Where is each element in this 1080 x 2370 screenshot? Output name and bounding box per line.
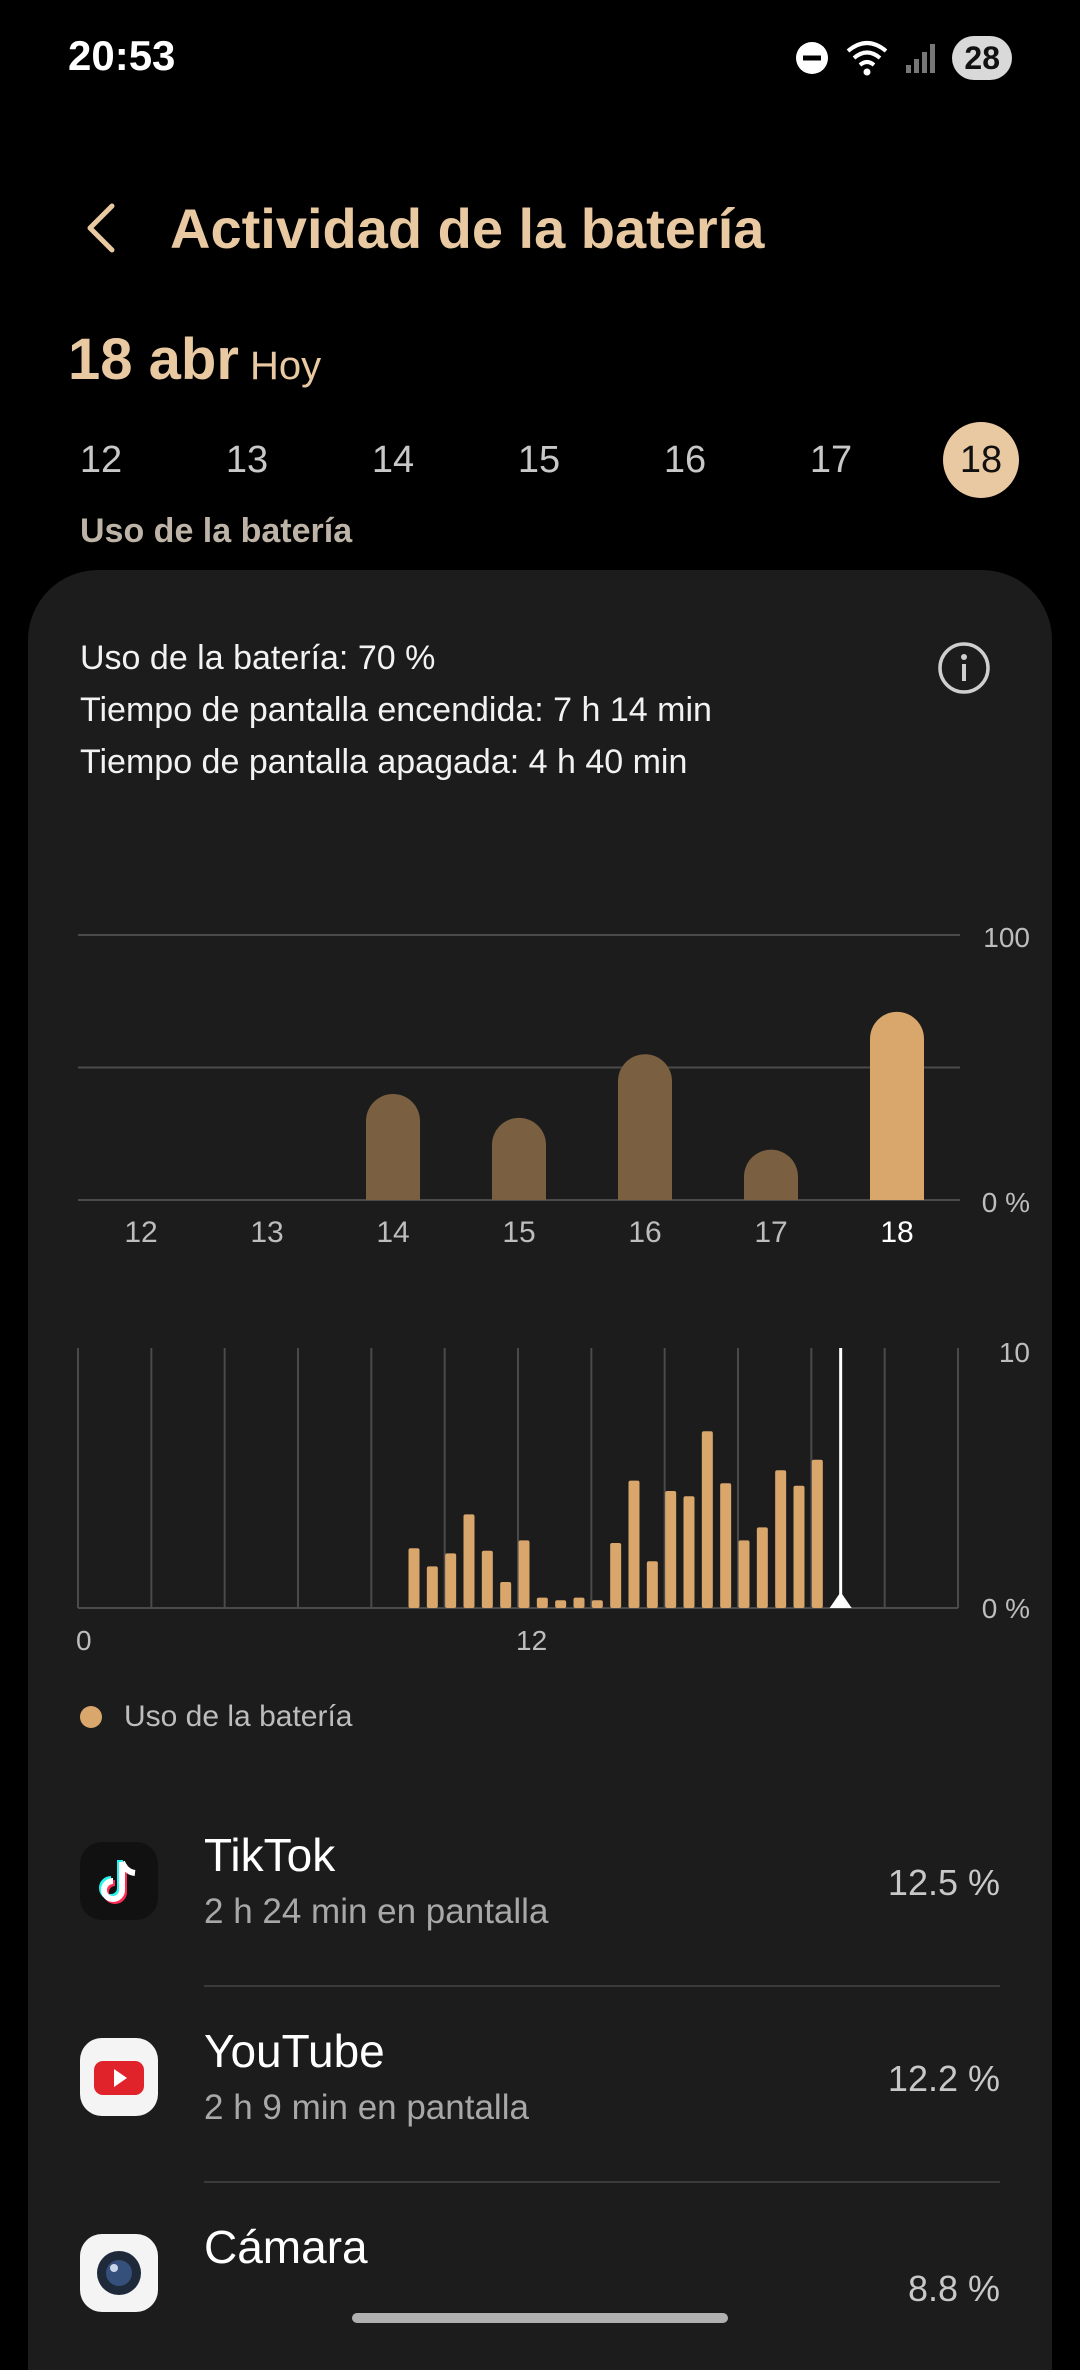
hourly-bar [518,1540,530,1608]
camera-icon [80,2234,158,2312]
y-tick-label: 0 % [982,1187,1030,1218]
y-tick-label: 0 % [982,1593,1030,1624]
hourly-bar [536,1597,548,1608]
legend-label: Uso de la batería [124,1700,353,1733]
status-time: 20:53 [68,32,176,79]
hourly-bar [665,1491,677,1608]
section-label: Uso de la batería [80,512,353,550]
hourly-bar [683,1496,695,1608]
app-screen-time: 2 h 9 min en pantalla [204,2088,529,2127]
day-18[interactable]: 18 [943,422,1019,498]
bar-day-15 [492,1117,546,1200]
hourly-bar [738,1540,750,1608]
hourly-bar [646,1561,658,1608]
date-today-label: Hoy [250,344,322,388]
hourly-bar [591,1600,603,1608]
hourly-bar [610,1543,622,1608]
home-indicator[interactable] [352,2313,728,2323]
hourly-bar [555,1600,567,1608]
day-17[interactable]: 17 [809,439,853,481]
x-tick-label: 18 [880,1216,913,1249]
day-15[interactable]: 15 [517,439,561,481]
app-row-youtube[interactable]: YouTube 2 h 9 min en pantalla 12.2 % [80,2012,1000,2162]
selected-date: 18 abr [68,327,239,392]
hourly-usage-chart: 10 0 % 0 12 [76,1337,1030,1656]
chart-legend: Uso de la batería [80,1700,352,1734]
app-name: TikTok [204,1829,336,1881]
daily-usage-chart: 100 0 % 12 13 14 15 16 17 18 [78,922,1030,1249]
hourly-bar [463,1514,475,1608]
day-14[interactable]: 14 [371,439,415,481]
x-tick-label: 12 [516,1625,547,1656]
y-tick-label: 100 [983,922,1030,953]
x-tick-label: 0 [76,1625,92,1656]
x-tick-label: 16 [628,1216,661,1249]
current-time-marker-triangle [829,1592,852,1608]
usage-total: Uso de la batería: 70 % [80,639,436,677]
chevron-left-icon [87,203,115,253]
app-percentage: 8.8 % [907,2268,1000,2309]
usage-summary: Uso de la batería: 70 % Tiempo de pantal… [80,632,712,788]
y-tick-label: 10 [999,1337,1030,1368]
youtube-icon [80,2038,158,2116]
hourly-bar [445,1553,457,1608]
bar-day-16 [618,1054,672,1200]
divider [204,2181,1000,2183]
hourly-bar [426,1566,438,1608]
x-tick-label: 17 [754,1216,787,1249]
hourly-bar [793,1485,805,1608]
info-icon [938,642,990,694]
screen-on-time: Tiempo de pantalla encendida: 7 h 14 min [80,691,712,729]
hourly-bar [500,1582,512,1608]
bar-day-17 [744,1149,798,1200]
app-row-tiktok[interactable]: TikTok 2 h 24 min en pantalla 12.5 % [80,1816,1000,1966]
divider [204,1985,1000,1987]
app-percentage: 12.5 % [887,1862,1000,1903]
hourly-bar [701,1431,713,1608]
bar-day-18 [870,1011,924,1200]
battery-card [28,570,1052,2370]
info-button[interactable] [936,640,992,696]
page-title: Actividad de la batería [170,197,765,260]
screen-off-time: Tiempo de pantalla apagada: 4 h 40 min [80,743,688,781]
hourly-bar [720,1483,732,1608]
app-name: Cámara [204,2221,368,2273]
app-row-camera[interactable]: Cámara 8.8 % [80,2208,1000,2358]
app-percentage: 12.2 % [887,2058,1000,2099]
hourly-bar [775,1470,787,1608]
x-tick-label: 12 [124,1216,157,1249]
tiktok-icon [80,1842,158,1920]
wifi-icon [847,41,888,76]
day-16[interactable]: 16 [663,439,707,481]
x-tick-label: 13 [250,1216,283,1249]
hourly-bar [408,1548,420,1608]
day-13[interactable]: 13 [225,439,269,481]
day-12[interactable]: 12 [79,439,123,481]
hourly-bar [756,1527,768,1608]
app-name: YouTube [204,2025,385,2077]
legend-dot [80,1706,102,1728]
hourly-bar [628,1480,640,1608]
status-icons: 28 [794,36,1012,80]
do-not-disturb-icon [796,42,829,74]
signal-icon [906,44,936,73]
hourly-bar [573,1597,585,1608]
bar-day-14 [366,1094,420,1200]
battery-icon: 28 [952,36,1012,80]
app-screen-time: 2 h 24 min en pantalla [204,1892,549,1931]
hourly-bar [481,1550,493,1608]
hourly-bar [811,1459,823,1608]
x-tick-label: 14 [376,1216,409,1249]
back-button[interactable] [76,198,136,258]
x-tick-label: 15 [502,1216,535,1249]
day-selector: 12 13 14 15 16 17 18 [50,422,1030,498]
